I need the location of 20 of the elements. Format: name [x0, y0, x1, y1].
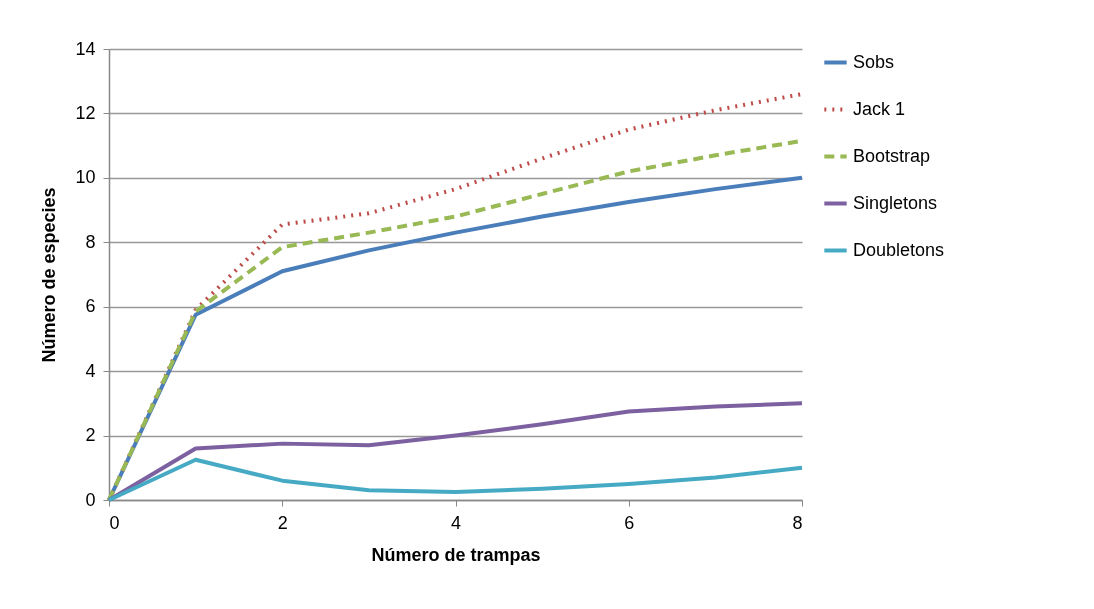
x-tick-label: 2 — [277, 512, 288, 533]
y-tick-label: 12 — [75, 102, 96, 123]
x-tick-label: 6 — [624, 512, 635, 533]
legend-label: Doubletons — [853, 239, 945, 260]
legend-label: Jack 1 — [853, 98, 906, 119]
legend-label: Singletons — [853, 192, 938, 213]
x-tick-label: 0 — [109, 512, 120, 533]
y-axis-title: Número de especies — [39, 187, 60, 363]
x-tick-label: 4 — [450, 512, 462, 533]
y-tick-label: 14 — [75, 38, 96, 59]
y-tick-label: 8 — [85, 231, 96, 252]
y-tick-label: 2 — [85, 425, 96, 446]
y-tick-label: 10 — [75, 167, 96, 188]
x-axis-title: Número de trampas — [371, 544, 541, 565]
y-tick-label: 0 — [85, 489, 96, 510]
y-tick-label: 4 — [85, 360, 96, 381]
y-tick-label: 6 — [85, 296, 96, 317]
x-tick-label: 8 — [792, 512, 803, 533]
legend-label: Sobs — [853, 51, 895, 72]
legend-label: Bootstrap — [853, 145, 931, 166]
